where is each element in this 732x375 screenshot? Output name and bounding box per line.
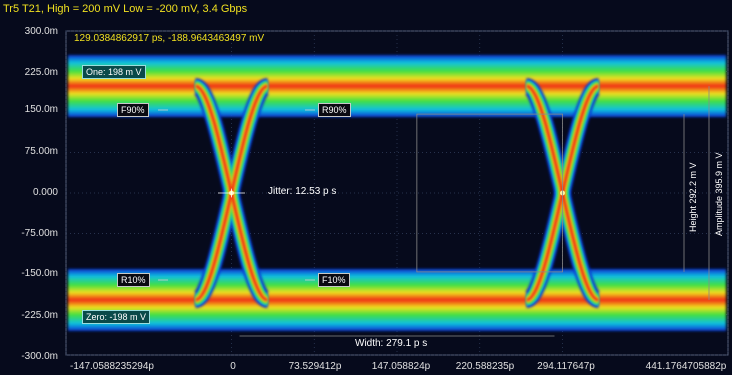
eye-opening-box bbox=[416, 113, 563, 273]
jitter-label: Jitter: 12.53 p s bbox=[268, 186, 337, 197]
x-tick: 147.058824p bbox=[371, 361, 431, 372]
y-tick: -75.00m bbox=[21, 228, 58, 239]
zero-level-tag: Zero: -198 m V bbox=[82, 310, 151, 324]
y-tick: 225.0m bbox=[24, 67, 58, 78]
y-tick: 75.00m bbox=[24, 146, 58, 157]
one-level-tag: One: 198 m V bbox=[82, 65, 146, 79]
one-level-band bbox=[68, 55, 726, 118]
x-tick: 220.588235p bbox=[455, 361, 515, 372]
amplitude-label: Amplitude 395.9 m V bbox=[714, 152, 724, 236]
cursor-readout: 129.0384862917 ps, -188.9643463497 mV bbox=[74, 33, 265, 44]
y-tick: 0.000 bbox=[32, 187, 58, 198]
y-tick: -225.0m bbox=[21, 310, 58, 321]
x-tick: 0 bbox=[230, 361, 236, 372]
y-tick: -150.0m bbox=[21, 268, 58, 279]
r90-marker: R90% bbox=[318, 103, 351, 117]
measurement-overlay bbox=[158, 86, 710, 337]
x-tick: 441.1764705882p bbox=[645, 361, 727, 372]
zero-level-band bbox=[68, 268, 726, 331]
plot-title: Tr5 T21, High = 200 mV Low = -200 mV, 3.… bbox=[3, 3, 248, 15]
f10-marker: F10% bbox=[318, 273, 350, 287]
y-tick: 300.0m bbox=[24, 26, 58, 37]
y-tick: 150.0m bbox=[24, 104, 58, 115]
x-tick: 73.529412p bbox=[288, 361, 342, 372]
x-tick: 294.117647p bbox=[537, 361, 595, 372]
width-label: Width: 279.1 p s bbox=[355, 338, 428, 349]
plot-grid bbox=[65, 30, 729, 356]
x-tick: -147.0588235294p bbox=[70, 361, 154, 372]
height-label: Height 292.2 m V bbox=[688, 162, 698, 232]
f90-marker: F90% bbox=[117, 103, 149, 117]
y-tick: -300.0m bbox=[21, 351, 58, 362]
r10-marker: R10% bbox=[117, 273, 150, 287]
